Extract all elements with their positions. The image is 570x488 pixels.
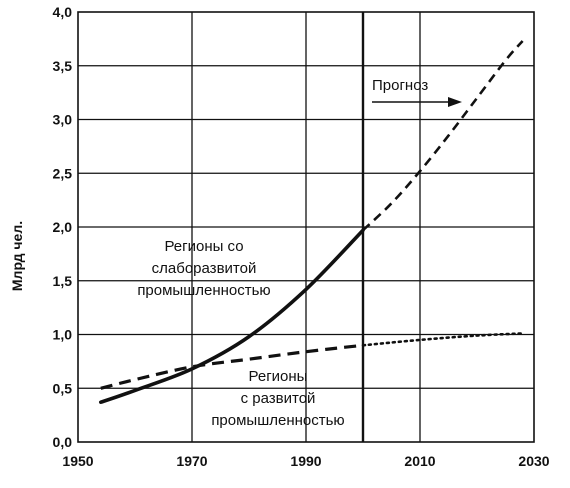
series-1-label: Регионы с развитой промышленностью	[211, 368, 344, 429]
y-tick-label: 2,0	[53, 219, 73, 235]
y-tick-label: 3,0	[53, 112, 73, 128]
forecast-arrowhead	[448, 97, 462, 107]
y-tick-label: 0,5	[53, 380, 73, 396]
x-tick-label: 2030	[518, 453, 549, 469]
y-tick-label: 1,5	[53, 273, 73, 289]
plot-frame	[77, 11, 535, 443]
forecast-label: Прогноз	[372, 77, 428, 94]
series-0-forecast-line	[362, 40, 524, 232]
series-1-forecast-line	[361, 332, 524, 347]
y-axis-label: Млрд чел.	[9, 221, 25, 291]
plot-border	[77, 11, 535, 443]
series-1-label-line-2: с развитой	[241, 390, 316, 407]
series-1-actual-line	[100, 343, 364, 390]
x-tick-label: 1990	[290, 453, 321, 469]
series-0-label-line-1: Регионы со	[164, 238, 243, 255]
series-0-label-line-2: слаборазвитой	[152, 260, 257, 277]
y-tick-label: 1,0	[53, 327, 73, 343]
forecast-annotation: Прогноз	[372, 77, 462, 107]
grid	[78, 12, 534, 442]
y-tick-label: 3,5	[53, 58, 73, 74]
series-1-label-line-3: промышленностью	[211, 412, 344, 429]
series-0-actual-line	[99, 228, 365, 404]
x-tick-label: 1970	[176, 453, 207, 469]
series-0-label: Регионы со слаборазвитой промышленностью	[137, 238, 270, 299]
series-1-label-line-1: Регионы	[249, 368, 308, 385]
series-0-label-line-3: промышленностью	[137, 282, 270, 299]
x-tick-label: 2010	[404, 453, 435, 469]
y-tick-label: 4,0	[53, 4, 73, 20]
series-layer	[99, 40, 524, 404]
y-tick-label: 2,5	[53, 165, 73, 181]
y-tick-label: 0,0	[53, 434, 73, 450]
x-tick-label: 1950	[62, 453, 93, 469]
tick-labels: 0,0 0,5 1,0 1,5 2,0 2,5 3,0 3,5 4,0 1950 1970 1990 2…	[53, 4, 550, 469]
